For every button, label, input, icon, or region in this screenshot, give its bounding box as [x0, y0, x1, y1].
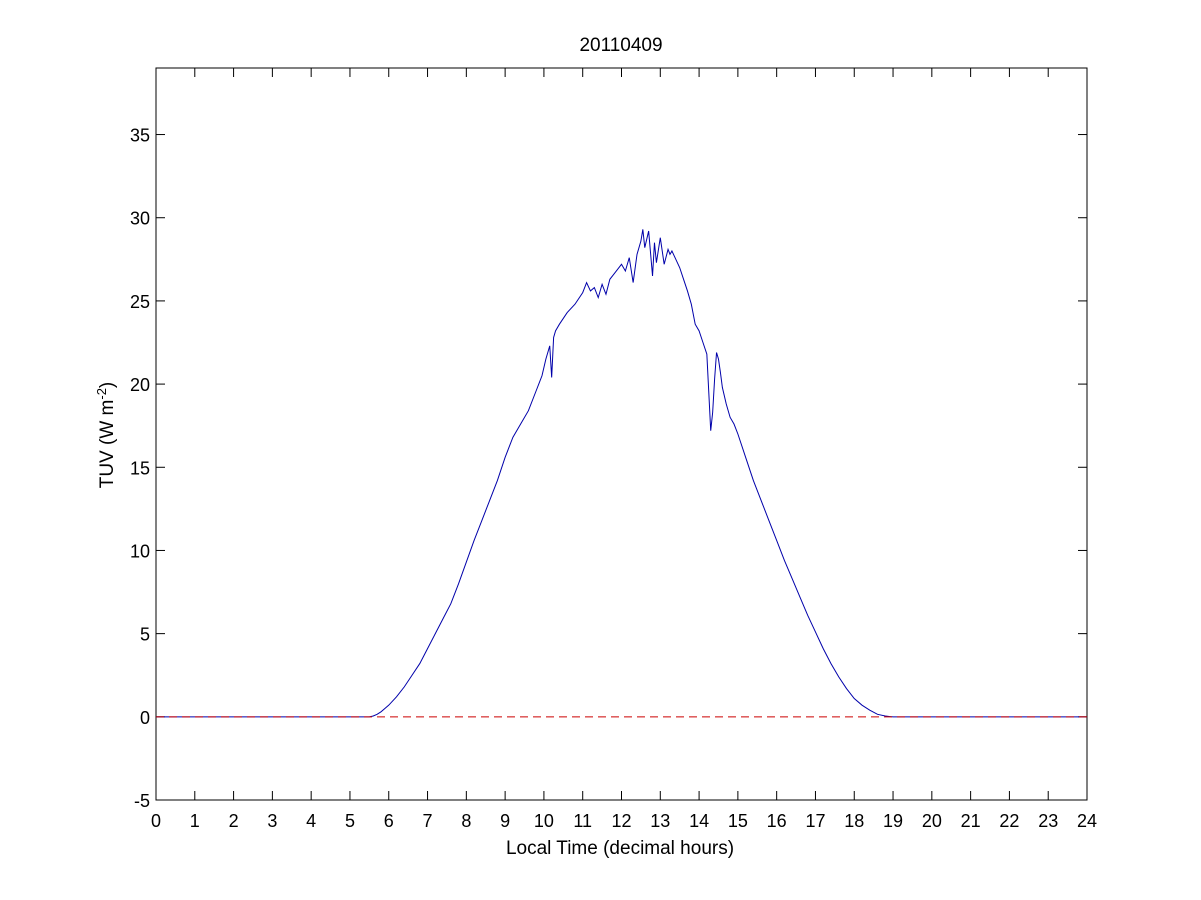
y-tick-label: 15	[130, 458, 150, 478]
x-tick-label: 19	[883, 811, 903, 831]
x-tick-label: 14	[689, 811, 709, 831]
y-axis-label-superscript: -2	[94, 388, 109, 400]
x-tick-label: 2	[229, 811, 239, 831]
x-tick-label: 11	[573, 811, 592, 831]
y-axis-label-close: )	[97, 382, 118, 388]
y-tick-label: 20	[130, 375, 150, 395]
y-axis-label: TUV (W m-2)	[94, 382, 118, 489]
tuv-series-line	[156, 229, 1087, 718]
x-tick-label: 20	[922, 811, 942, 831]
x-tick-label: 15	[728, 811, 748, 831]
y-tick-label: -5	[134, 791, 150, 811]
plot-frame	[155, 67, 1088, 801]
x-tick-label: 22	[999, 811, 1019, 831]
x-tick-label: 17	[805, 811, 825, 831]
x-tick-label: 4	[306, 811, 316, 831]
x-tick-label: 13	[650, 811, 670, 831]
x-tick-label: 3	[267, 811, 277, 831]
x-tick-label: 5	[345, 811, 355, 831]
x-tick-label: 9	[500, 811, 510, 831]
y-tick-label: 25	[130, 292, 150, 312]
x-axis-label: Local Time (decimal hours)	[506, 838, 734, 859]
x-tick-label: 12	[611, 811, 631, 831]
chart-title: 20110409	[579, 35, 662, 56]
y-tick-label: 0	[140, 708, 150, 728]
x-tick-label: 16	[767, 811, 787, 831]
x-tick-label: 10	[534, 811, 554, 831]
y-tick-label: 35	[130, 126, 150, 146]
x-tick-label: 23	[1038, 811, 1058, 831]
x-tick-label: 24	[1077, 811, 1097, 831]
x-tick-label: 8	[461, 811, 471, 831]
plot-area: 0 1 2 3 4 5 6 7 8 9 10 11 12 13 14 15 16 17 18 19 20 21 22 23 24…	[130, 67, 1097, 831]
y-axis-label-main: TUV (W m	[97, 400, 118, 489]
y-tick-label: 10	[130, 541, 150, 561]
x-tick-label: 0	[151, 811, 161, 831]
y-tick-label: 30	[130, 209, 150, 229]
x-tick-label: 1	[190, 811, 200, 831]
x-tick-label: 21	[961, 811, 981, 831]
y-tick-label: 5	[140, 625, 150, 645]
x-tick-label: 7	[423, 811, 433, 831]
x-tick-label: 6	[384, 811, 394, 831]
x-tick-label: 18	[844, 811, 864, 831]
